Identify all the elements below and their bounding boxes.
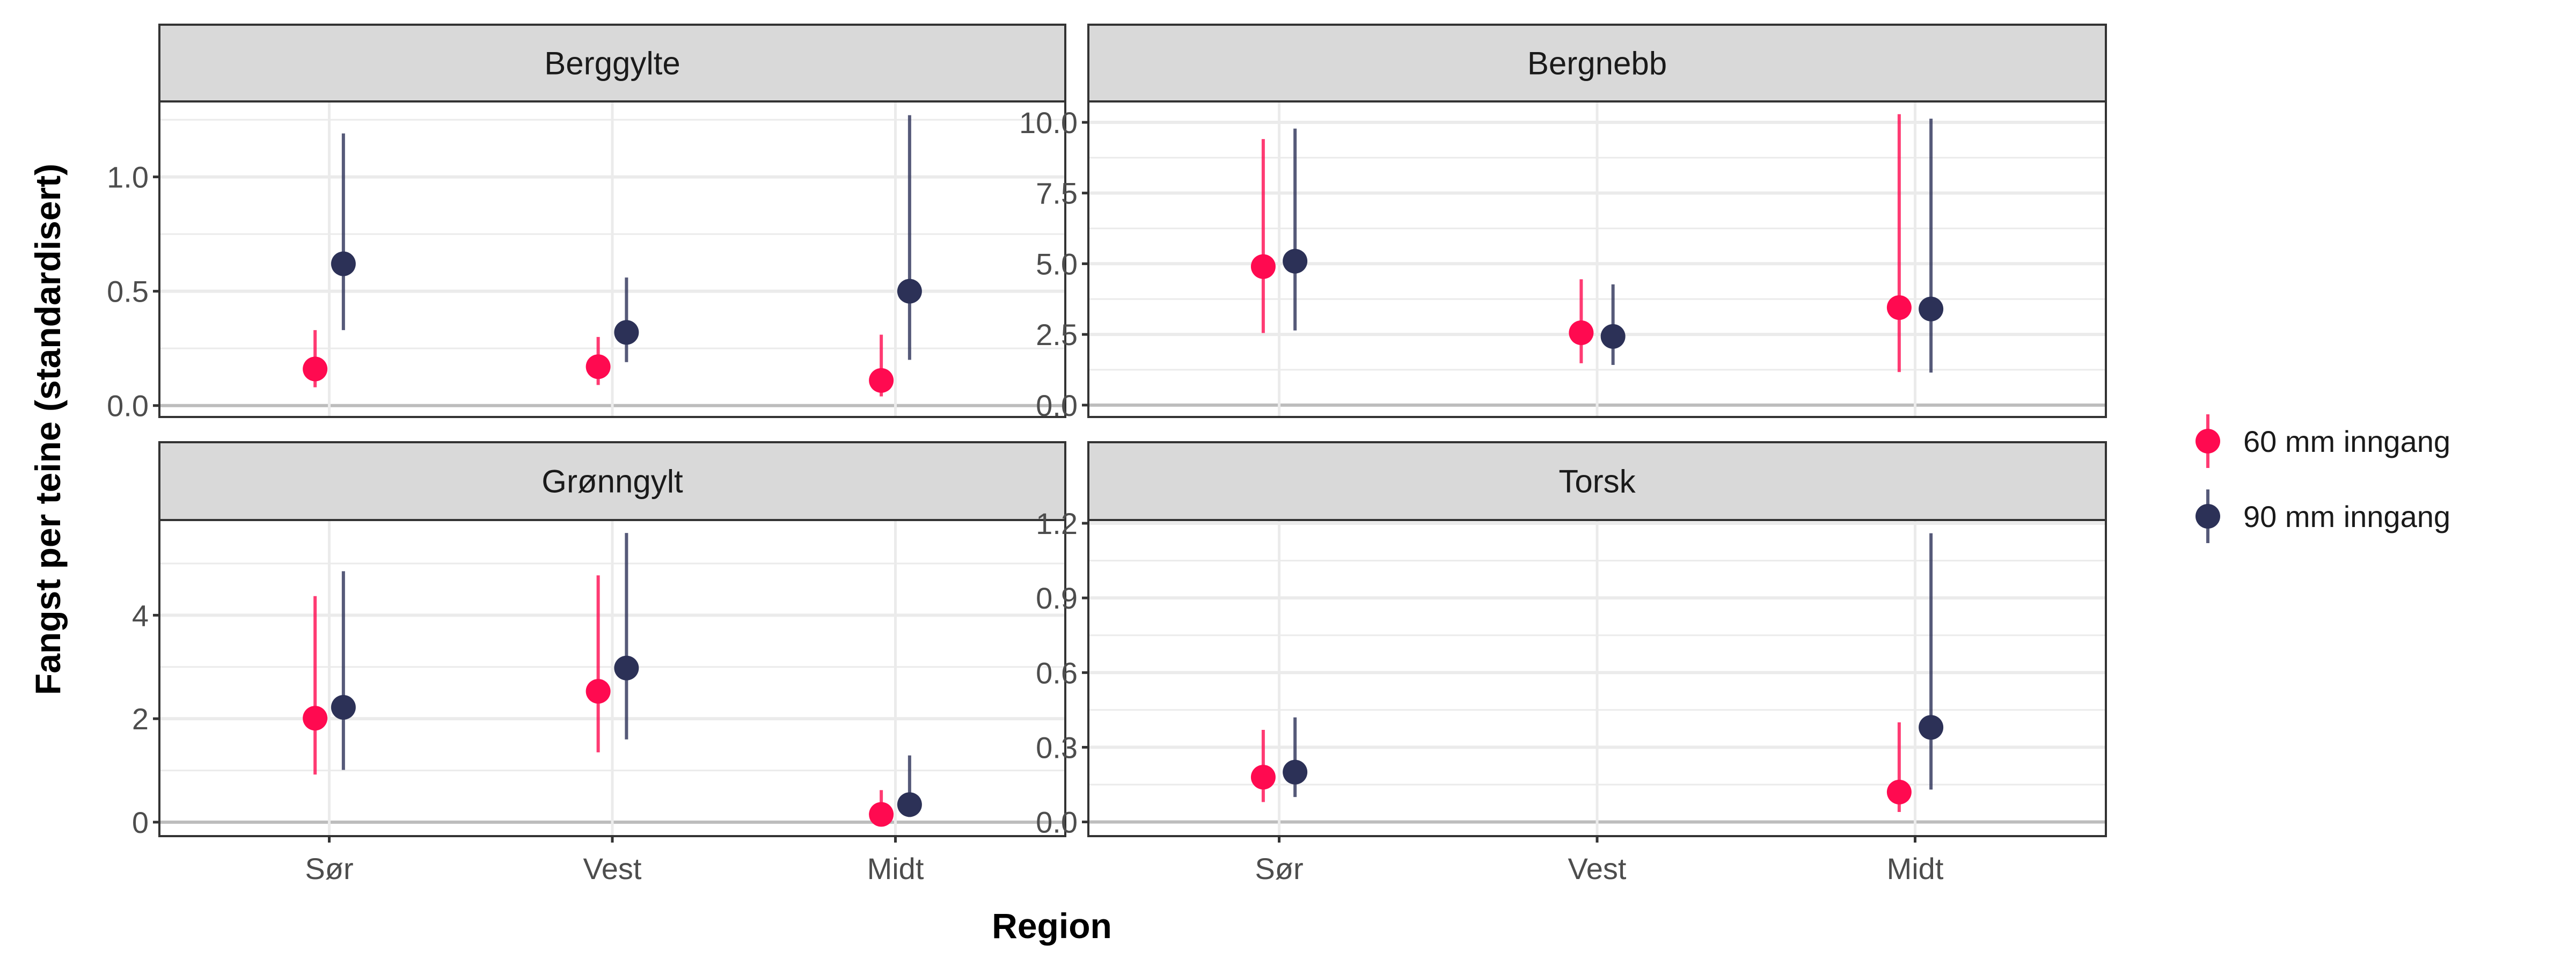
x-tick-label: Vest <box>1568 852 1627 885</box>
panel-border <box>1087 519 2107 837</box>
y-tick-label: 0.9 <box>1036 581 1078 615</box>
y-axis-title: Fangst per teine (standardisert) <box>28 164 68 695</box>
panel-border <box>158 100 1066 418</box>
facet-strip <box>158 24 1066 103</box>
y-tick-label: 7.5 <box>1036 177 1078 210</box>
legend: 60 mm inngang 90 mm inngang <box>2196 414 2450 543</box>
legend-key-point <box>2196 429 2220 453</box>
data-point <box>614 655 639 680</box>
data-point <box>1250 254 1276 279</box>
data-point <box>869 368 894 393</box>
data-point <box>586 354 611 379</box>
data-point <box>897 279 922 304</box>
data-point <box>897 792 922 817</box>
y-tick-label: 1.0 <box>107 160 149 194</box>
y-tick-label: 0.0 <box>1036 389 1078 422</box>
y-tick-label: 0.0 <box>1036 806 1078 839</box>
data-point <box>586 679 611 704</box>
facet-title: Grønngylt <box>541 464 683 500</box>
y-tick-label: 0.6 <box>1036 656 1078 690</box>
legend-item: 60 mm inngang <box>2196 414 2450 468</box>
x-tick-label: Sør <box>305 852 353 885</box>
panel-berggylte: Berggylte 0.0 0.5 1.0 <box>107 24 1066 423</box>
data-point <box>1886 779 1912 804</box>
y-tick-label: 2.5 <box>1036 318 1078 352</box>
y-tick-label: 0.5 <box>107 275 149 309</box>
data-point <box>1250 765 1276 790</box>
x-tick-label: Midt <box>867 852 924 885</box>
x-tick-label: Vest <box>583 852 642 885</box>
x-axis-title: Region <box>992 906 1112 946</box>
panel-bergnebb: Bergnebb 0.0 2.5 5.0 7.5 10.0 <box>1019 24 2107 422</box>
x-tick-label: Sør <box>1255 852 1303 885</box>
facet-title: Torsk <box>1558 464 1636 500</box>
data-point <box>1886 295 1912 320</box>
panel-border <box>1087 100 2107 418</box>
y-tick-label: 0.3 <box>1036 730 1078 764</box>
data-point <box>1919 296 1944 321</box>
legend-label: 90 mm inngang <box>2243 500 2450 533</box>
data-point <box>303 706 328 731</box>
data-point <box>1283 248 1308 274</box>
facet-title: Bergnebb <box>1527 46 1667 82</box>
facet-strip <box>1087 24 2107 103</box>
data-point <box>1283 759 1308 785</box>
panels: Berggylte 0.0 0.5 1.0 Bergnebb 0.0 2.5 5.0 7.5 10… <box>107 24 2107 885</box>
facet-strip <box>158 441 1066 521</box>
panel-grønngylt: Grønngylt 0 2 4 Sør Vest Midt <box>132 441 1066 885</box>
data-point <box>331 694 356 720</box>
legend-key-point <box>2196 504 2220 529</box>
data-point <box>331 251 356 276</box>
y-tick-label: 0.0 <box>107 389 149 423</box>
y-tick-label: 1.2 <box>1036 507 1078 540</box>
legend-item: 90 mm inngang <box>2196 489 2450 543</box>
y-tick-label: 2 <box>132 702 149 736</box>
y-tick-label: 5.0 <box>1036 247 1078 281</box>
data-point <box>1569 320 1594 345</box>
facet-strip <box>1087 441 2107 521</box>
data-point <box>303 356 328 382</box>
y-tick-label: 0 <box>132 806 149 839</box>
facet-title: Berggylte <box>544 46 680 82</box>
legend-label: 60 mm inngang <box>2243 425 2450 458</box>
y-tick-label: 10.0 <box>1019 106 1078 140</box>
panel-torsk: Torsk 0.0 0.3 0.6 0.9 1.2 Sør Vest Midt <box>1036 441 2107 885</box>
data-point <box>1919 715 1944 740</box>
y-tick-label: 4 <box>132 598 149 632</box>
panel-border <box>158 519 1066 837</box>
x-tick-label: Midt <box>1887 852 1944 885</box>
data-point <box>869 802 894 827</box>
data-point <box>1600 324 1626 349</box>
data-point <box>614 320 639 345</box>
